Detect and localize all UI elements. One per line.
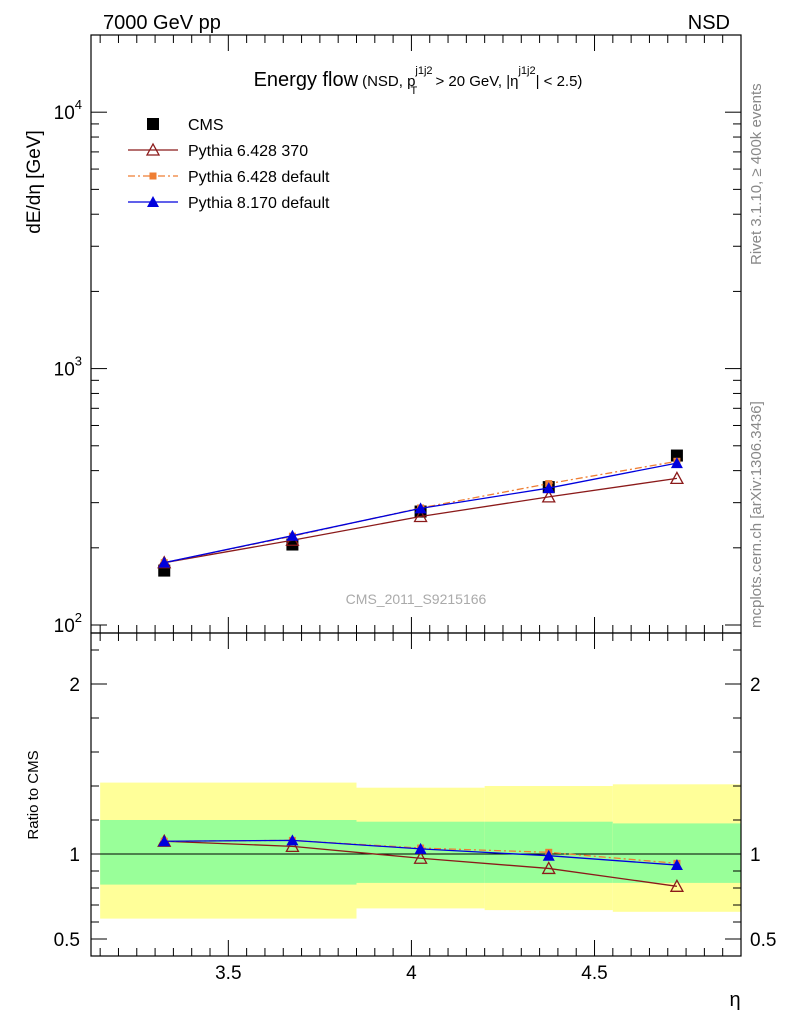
chart-title: Energy flow (NSD, pj1j2 T > 20 GeV, |ηj1j2… bbox=[254, 65, 583, 97]
cms-point-1 bbox=[286, 538, 299, 551]
main-point-1-3 bbox=[541, 489, 556, 503]
green-band-3 bbox=[612, 823, 741, 883]
ratio-y-tick-label-1: 1 bbox=[69, 845, 80, 866]
main-point-3-1 bbox=[286, 529, 299, 541]
ratio-series-group bbox=[157, 833, 685, 892]
ratio-line-0 bbox=[164, 840, 678, 887]
legend-marker-0 bbox=[147, 118, 159, 130]
title-sub-mid: > 20 GeV, |η bbox=[431, 73, 518, 90]
main-y-tick-label-1: 103 bbox=[54, 354, 82, 381]
green-band-0 bbox=[100, 820, 357, 885]
title-sub-sub1: T bbox=[411, 85, 418, 97]
ratio-uncertainty-bands bbox=[100, 782, 741, 919]
legend-label-2: Pythia 6.428 default bbox=[188, 169, 330, 186]
x-tick-label-2: 4.5 bbox=[581, 963, 607, 984]
ratio-y-tick-label-right-2: 2 bbox=[750, 675, 761, 696]
ratio-y-tick-label-0: 0.5 bbox=[54, 930, 80, 951]
title-sub-end: | < 2.5) bbox=[536, 73, 583, 90]
main-point-1-4 bbox=[669, 471, 685, 485]
title-sub-sup2: j1j2 bbox=[517, 65, 535, 77]
ratio-point-0-2 bbox=[413, 850, 428, 864]
axes-group: 102 103 104 3.5 4 4.5 0.5 0.5 1 1 2 2 bbox=[54, 34, 776, 984]
ratio-y-tick-label-right-1: 1 bbox=[750, 845, 761, 866]
main-line-2 bbox=[164, 460, 678, 564]
mcplots-label: mcplots.cern.ch [arXiv:1306.3436] bbox=[748, 401, 765, 628]
legend-label-1: Pythia 6.428 370 bbox=[188, 143, 308, 160]
ratio-point-2-3 bbox=[542, 849, 555, 861]
x-tick-label-1: 4 bbox=[406, 963, 417, 984]
header-process-label: NSD bbox=[688, 12, 730, 34]
ratio-point-2-2 bbox=[414, 842, 427, 854]
legend-marker-2 bbox=[149, 172, 157, 180]
main-point-3-0 bbox=[158, 556, 171, 568]
legend: CMS Pythia 6.428 370 Pythia 6.428 default P… bbox=[128, 117, 330, 212]
ratio-point-2-4 bbox=[670, 859, 683, 871]
ratio-point-0-4 bbox=[669, 878, 685, 892]
legend-marker-3 bbox=[147, 196, 159, 207]
main-series-group bbox=[157, 449, 685, 577]
ratio-point-0-3 bbox=[541, 861, 556, 875]
title-main: Energy flow bbox=[254, 69, 359, 91]
ratio-point-0-1 bbox=[285, 838, 300, 852]
x-tick-label-0: 3.5 bbox=[215, 963, 241, 984]
rivet-label: Rivet 3.1.10, ≥ 400k events bbox=[748, 83, 765, 265]
header-beam-label: 7000 GeV pp bbox=[103, 12, 221, 34]
ratio-point-2-0 bbox=[158, 835, 171, 847]
legend-label-0: CMS bbox=[188, 117, 224, 134]
main-point-3-3 bbox=[542, 482, 555, 494]
title-sub-sup1: j1j2 bbox=[414, 65, 432, 77]
main-point-1-2 bbox=[413, 509, 428, 523]
main-y-axis-label: dE/dη [GeV] bbox=[24, 130, 45, 234]
main-y-tick-label-0: 102 bbox=[54, 610, 82, 637]
main-line-1 bbox=[164, 477, 678, 564]
ratio-y-axis-label: Ratio to CMS bbox=[25, 750, 42, 839]
ratio-point-2-1 bbox=[286, 834, 299, 846]
main-point-3-4 bbox=[670, 457, 683, 469]
legend-marker-1 bbox=[145, 142, 161, 156]
main-y-tick-label-2: 104 bbox=[54, 97, 82, 124]
main-point-3-2 bbox=[414, 502, 427, 514]
ratio-y-tick-label-2: 2 bbox=[69, 675, 80, 696]
x-axis-label: η bbox=[729, 989, 740, 1011]
ratio-panel-frame bbox=[90, 632, 742, 957]
analysis-watermark: CMS_2011_S9215166 bbox=[346, 591, 487, 607]
title-sub: (NSD, p bbox=[362, 73, 415, 90]
legend-label-3: Pythia 8.170 default bbox=[188, 195, 330, 212]
ratio-y-tick-label-right-0: 0.5 bbox=[750, 930, 776, 951]
